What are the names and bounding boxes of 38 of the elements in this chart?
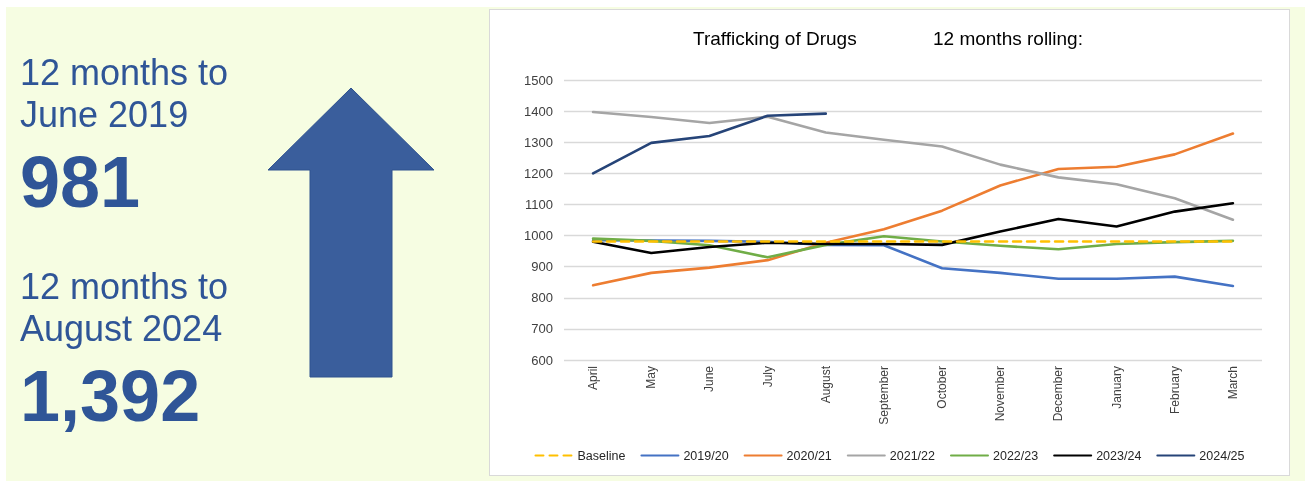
x-tick-label: February	[1167, 366, 1182, 415]
y-tick-label: 1400	[524, 103, 553, 119]
x-tick-label: December	[1051, 366, 1066, 422]
legend-label: 2021/22	[889, 448, 936, 463]
line-series	[591, 110, 1235, 221]
y-tick-label: 700	[531, 321, 553, 337]
x-tick-label: October	[935, 366, 950, 409]
legend-label: 2024/25	[1199, 448, 1245, 463]
x-tick-label: January	[1109, 366, 1124, 409]
y-tick-label: 1500	[524, 72, 553, 88]
x-tick-label: November	[993, 366, 1008, 422]
text: 1,392	[20, 356, 202, 436]
text: 12 months to August 2024	[20, 266, 230, 350]
line-series	[591, 132, 1235, 287]
x-tick-label: May	[644, 366, 659, 389]
y-tick-label: 1200	[524, 165, 553, 181]
x-tick-label: March	[1225, 366, 1240, 400]
x-tick-label: June	[702, 365, 717, 393]
text: 12 months to June 2019	[20, 52, 230, 136]
chart-subtitle: 12 months rolling:	[933, 28, 1083, 49]
x-tick-label: July	[760, 366, 775, 388]
y-tick-label: 1100	[525, 196, 553, 212]
x-tick-label: September	[876, 366, 891, 425]
legend-label: 2020/21	[786, 448, 832, 463]
y-tick-label: 800	[531, 290, 553, 306]
y-tick-label: 600	[531, 352, 553, 368]
line-series	[591, 112, 828, 175]
y-tick-label: 1300	[524, 134, 553, 150]
legend-label: 2019/20	[683, 448, 729, 463]
x-tick-label: August	[818, 365, 833, 404]
legend-label: 2022/23	[992, 448, 1039, 463]
chart-title: Trafficking of Drugs	[693, 28, 857, 49]
text: 981	[20, 142, 142, 222]
legend-label: Baseline	[577, 448, 626, 463]
legend-label: 2023/24	[1096, 448, 1142, 463]
y-tick-label: 1000	[524, 228, 553, 244]
y-tick-label: 900	[531, 259, 553, 275]
x-tick-label: April	[586, 366, 601, 391]
